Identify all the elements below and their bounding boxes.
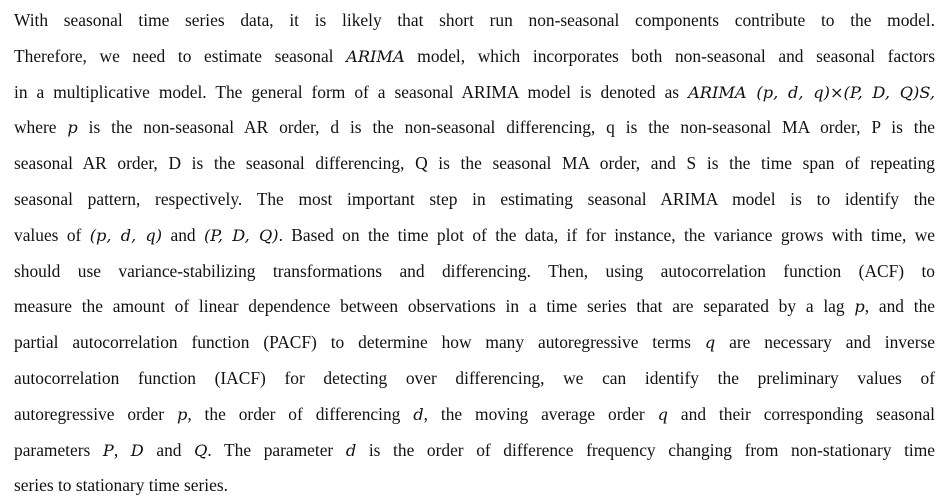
text-run: , the order of differencing: [187, 403, 414, 424]
math-symbol: p: [854, 297, 865, 317]
text-run: should use variance-stabilizing transfor…: [14, 260, 935, 281]
math-symbol: ARIMA: [346, 46, 405, 66]
math-symbol: ARIMA (p, d, q)×(P, D, Q)S,: [688, 82, 935, 102]
math-symbol: d: [345, 440, 357, 460]
math-symbol: Q: [194, 440, 208, 460]
text-line: in a multiplicative model. The general f…: [14, 75, 935, 111]
math-symbol: p: [67, 118, 78, 138]
text-line: seasonal pattern, respectively. The most…: [14, 182, 935, 218]
text-run: series to stationary time series.: [14, 475, 228, 496]
text-line: series to stationary time series.: [14, 468, 935, 504]
math-symbol: (p, d, q): [89, 225, 163, 245]
math-symbol: q: [704, 333, 716, 353]
text-line: parameters P, D and Q. The parameter d i…: [14, 433, 935, 469]
body-paragraph: With seasonal time series data, it is li…: [14, 3, 935, 504]
text-line: measure the amount of linear dependence …: [14, 289, 935, 325]
text-line: autocorrelation function (IACF) for dete…: [14, 361, 935, 397]
text-line: values of (p, d, q) and (P, D, Q). Based…: [14, 218, 935, 254]
text-run: is the order of difference frequency cha…: [356, 439, 935, 460]
text-run: and: [162, 224, 204, 245]
text-run: model, which incorporates both non-seaso…: [404, 45, 935, 66]
text-line: autoregressive order p, the order of dif…: [14, 397, 935, 433]
text-run: ,: [113, 439, 131, 460]
text-run: . Based on the time plot of the data, if…: [278, 224, 935, 245]
text-line: With seasonal time series data, it is li…: [14, 3, 935, 39]
text-run: where: [14, 117, 68, 138]
text-run: and their corresponding seasonal: [668, 403, 935, 424]
text-line: Therefore, we need to estimate seasonal …: [14, 39, 935, 75]
math-symbol: D: [130, 440, 144, 460]
math-symbol: (P, D, Q): [203, 225, 279, 245]
text-run: . The parameter: [207, 439, 346, 460]
text-line: seasonal AR order, D is the seasonal dif…: [14, 146, 935, 182]
text-line: partial autocorrelation function (PACF) …: [14, 325, 935, 361]
text-line: where p is the non-seasonal AR order, d …: [14, 110, 935, 146]
text-run: is the non-seasonal AR order, d is the n…: [77, 117, 935, 138]
document-page: With seasonal time series data, it is li…: [14, 10, 935, 495]
text-run: , the moving average order: [423, 403, 658, 424]
math-symbol: q: [657, 404, 669, 424]
text-run: partial autocorrelation function (PACF) …: [14, 332, 705, 353]
text-line: should use variance-stabilizing transfor…: [14, 254, 935, 290]
text-run: are necessary and inverse: [715, 332, 935, 353]
text-run: values of: [14, 224, 90, 245]
math-symbol: P: [102, 440, 114, 460]
text-run: Therefore, we need to estimate seasonal: [14, 45, 347, 66]
math-symbol: d: [413, 404, 424, 424]
text-run: seasonal pattern, respectively. The most…: [14, 188, 935, 209]
math-symbol: p: [176, 404, 188, 424]
text-run: seasonal AR order, D is the seasonal dif…: [14, 153, 935, 174]
text-run: and: [143, 439, 195, 460]
text-run: parameters: [14, 439, 103, 460]
text-run: autoregressive order: [14, 403, 177, 424]
text-run: With seasonal time series data, it is li…: [14, 10, 935, 30]
text-run: autocorrelation function (IACF) for dete…: [14, 367, 935, 388]
text-run: in a multiplicative model. The general f…: [14, 81, 689, 102]
text-run: measure the amount of linear dependence …: [14, 296, 855, 317]
text-run: , and the: [864, 296, 935, 317]
